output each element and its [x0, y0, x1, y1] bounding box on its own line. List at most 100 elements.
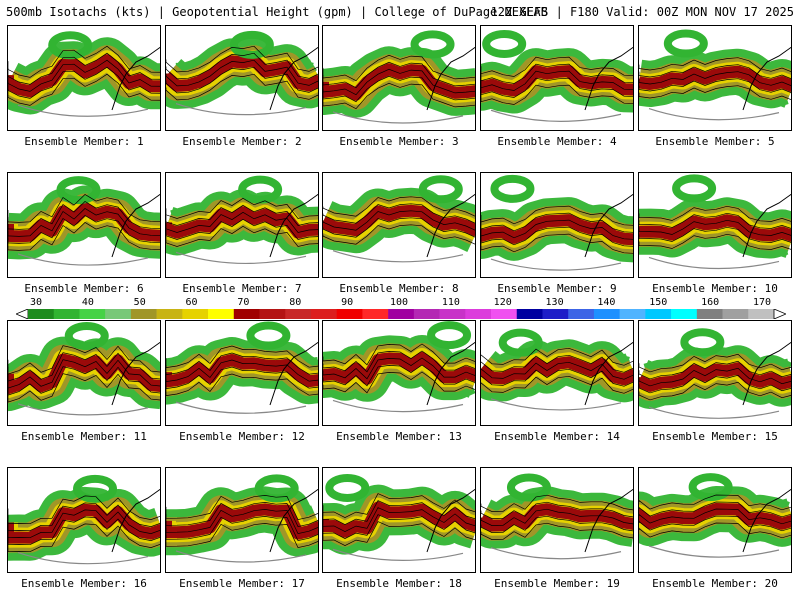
colorbar-segment — [465, 309, 491, 319]
jet-stream-map — [8, 173, 161, 278]
colorbar-segment — [260, 309, 286, 319]
ensemble-member-label: Ensemble Member: 8 — [320, 282, 478, 296]
colorbar-segment — [337, 309, 363, 319]
ensemble-member-label: Ensemble Member: 17 — [163, 577, 321, 591]
ensemble-member-map — [7, 320, 161, 426]
ensemble-member-label: Ensemble Member: 16 — [5, 577, 163, 591]
colorbar-left-arrow — [16, 309, 28, 319]
jet-stream-map — [166, 26, 319, 131]
jet-stream-map — [639, 468, 792, 573]
ensemble-member-label: Ensemble Member: 6 — [5, 282, 163, 296]
northern-stream-swirl — [668, 34, 704, 54]
ensemble-member-label: Ensemble Member: 12 — [163, 430, 321, 444]
colorbar-segment — [517, 309, 543, 319]
northern-stream-swirl — [250, 326, 286, 346]
subtropical-contour — [491, 399, 621, 410]
subtropical-contour — [176, 252, 306, 263]
jet-stream-map — [8, 321, 161, 426]
northern-stream-swirl — [684, 332, 720, 352]
colorbar-tick-label: 140 — [597, 297, 615, 309]
jet-stream-map — [323, 468, 476, 573]
colorbar-segment — [208, 309, 234, 319]
colorbar-tick-label: 170 — [753, 297, 771, 309]
ensemble-member-label: Ensemble Member: 3 — [320, 135, 478, 149]
colorbar-tick-label: 130 — [546, 297, 564, 309]
ensemble-member-map — [322, 467, 476, 573]
ensemble-member-map — [638, 467, 792, 573]
header: 500mb Isotachs (kts) | Geopotential Heig… — [6, 4, 794, 20]
colorbar-tick-label: 50 — [134, 297, 146, 309]
jet-stream-map — [481, 173, 634, 278]
ensemble-member-label: Ensemble Member: 15 — [636, 430, 794, 444]
subtropical-contour — [176, 402, 306, 413]
colorbar-segment — [620, 309, 646, 319]
colorbar-tick-label: 80 — [289, 297, 301, 309]
colorbar-segment — [594, 309, 620, 319]
northern-stream-swirl — [486, 34, 522, 54]
ensemble-member-label: Ensemble Member: 2 — [163, 135, 321, 149]
subtropical-contour — [649, 407, 779, 418]
colorbar-segment — [28, 309, 54, 319]
subtropical-contour — [649, 546, 779, 557]
colorbar-segment — [285, 309, 311, 319]
ensemble-member-map — [7, 172, 161, 278]
colorbar-segment — [568, 309, 594, 319]
subtropical-contour — [649, 257, 779, 268]
colorbar-segment — [723, 309, 749, 319]
colorbar-tick-labels: 30 40 50 60 70 80 90 100 110 120 130 140 150 160 170 — [0, 297, 800, 309]
ensemble-member-map — [165, 172, 319, 278]
jet-stream-map — [481, 321, 634, 426]
northern-stream-swirl — [423, 179, 459, 199]
subtropical-contour — [491, 259, 621, 270]
colorbar-segment — [748, 309, 774, 319]
colorbar-segment — [131, 309, 157, 319]
ensemble-member-label: Ensemble Member: 7 — [163, 282, 321, 296]
jet-stream-map — [639, 321, 792, 426]
jet-stream-map — [481, 26, 634, 131]
ensemble-member-map — [480, 25, 634, 131]
ensemble-member-label: Ensemble Member: 9 — [478, 282, 636, 296]
ensemble-member-map — [480, 467, 634, 573]
colorbar-tick-label: 110 — [442, 297, 460, 309]
colorbar-right-arrow — [774, 309, 786, 319]
northern-stream-swirl — [676, 178, 712, 198]
colorbar-segment — [311, 309, 337, 319]
ensemble-member-map — [480, 320, 634, 426]
colorbar — [16, 309, 786, 319]
header-title: 500mb Isotachs (kts) | Geopotential Heig… — [6, 4, 548, 20]
ensemble-member-label: Ensemble Member: 13 — [320, 430, 478, 444]
ensemble-member-map — [7, 467, 161, 573]
northern-stream-swirl — [329, 478, 365, 498]
ensemble-member-map — [480, 172, 634, 278]
ensemble-member-label: Ensemble Member: 4 — [478, 135, 636, 149]
colorbar-segment — [362, 309, 388, 319]
jet-stream-map — [639, 173, 792, 278]
northern-stream-swirl — [494, 179, 530, 199]
subtropical-contour — [491, 548, 621, 559]
northern-stream-swirl — [242, 180, 278, 200]
ensemble-member-map — [322, 172, 476, 278]
colorbar-segment — [182, 309, 208, 319]
northern-stream-swirl — [415, 34, 451, 54]
colorbar-segment — [54, 309, 80, 319]
ensemble-member-map — [165, 25, 319, 131]
colorbar-tick-label: 40 — [82, 297, 94, 309]
ensemble-member-label: Ensemble Member: 19 — [478, 577, 636, 591]
ensemble-member-label: Ensemble Member: 1 — [5, 135, 163, 149]
colorbar-tick-label: 60 — [186, 297, 198, 309]
jet-stream-map — [166, 321, 319, 426]
ensemble-member-label: Ensemble Member: 14 — [478, 430, 636, 444]
ensemble-member-label: Ensemble Member: 18 — [320, 577, 478, 591]
colorbar-segment — [440, 309, 466, 319]
jet-stream-map — [323, 26, 476, 131]
colorbar-tick-label: 120 — [494, 297, 512, 309]
colorbar-segment — [697, 309, 723, 319]
colorbar-tick-label: 150 — [649, 297, 667, 309]
ensemble-member-label: Ensemble Member: 5 — [636, 135, 794, 149]
jet-stream-map — [639, 26, 792, 131]
colorbar-segment — [157, 309, 183, 319]
ensemble-member-label: Ensemble Member: 10 — [636, 282, 794, 296]
jet-stream-map — [8, 468, 161, 573]
jet-stream-map — [166, 173, 319, 278]
ensemble-member-map — [165, 320, 319, 426]
